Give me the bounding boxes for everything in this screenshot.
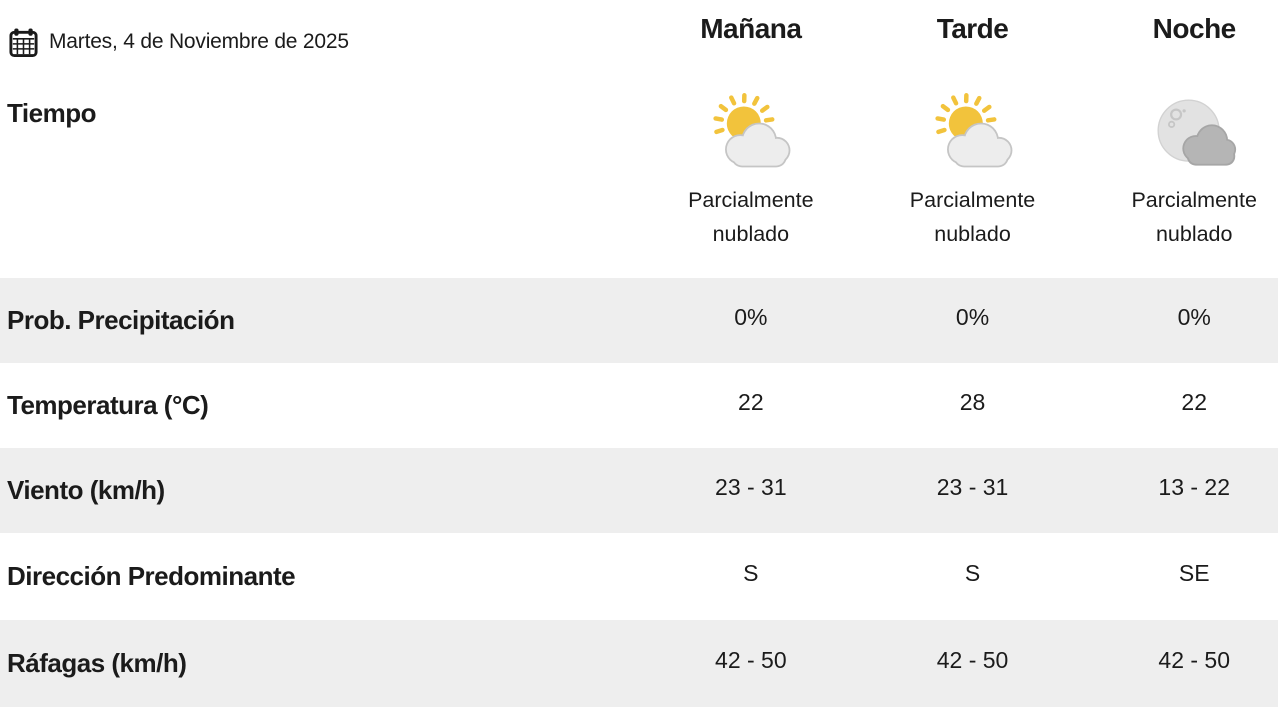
partly-cloudy-day-icon — [713, 93, 791, 168]
row-temperature: Temperatura (°C) 22 28 22 — [0, 363, 1278, 448]
cell-value: 22 — [738, 389, 764, 415]
column-header-manana: Mañana — [700, 13, 802, 44]
cell-value: 42 - 50 — [715, 647, 787, 673]
row-precipitation: Prob. Precipitación 0% 0% 0% — [0, 278, 1278, 363]
row-label: Viento (km/h) — [7, 475, 165, 505]
date-cell: Martes, 4 de Noviembre de 2025 — [0, 0, 640, 70]
weather-cell-noche: Parcialmente nublado — [1083, 70, 1278, 278]
weather-cell-manana: Parcialmente nublado — [640, 70, 862, 278]
column-header-tarde: Tarde — [936, 13, 1009, 44]
cell-value: 0% — [734, 304, 768, 330]
partly-cloudy-night-icon — [1157, 99, 1237, 166]
cell-value: 23 - 31 — [936, 474, 1009, 500]
condition-label: Parcialmente nublado — [688, 188, 814, 246]
cell-value: 0% — [1177, 304, 1211, 330]
cell-value: 42 - 50 — [1158, 647, 1231, 673]
row-label: Ráfagas (km/h) — [7, 648, 187, 678]
row-wind: Viento (km/h) 23 - 31 23 - 31 13 - 22 — [0, 448, 1278, 533]
cell-value: 13 - 22 — [1158, 474, 1231, 500]
row-gusts: Ráfagas (km/h) 42 - 50 42 - 50 42 - 50 — [0, 620, 1278, 707]
cell-value: S — [964, 560, 981, 586]
row-label-tiempo: Tiempo — [7, 98, 96, 128]
condition-label: Parcialmente nublado — [909, 188, 1036, 246]
weather-cell-tarde: Parcialmente nublado — [862, 70, 1084, 278]
calendar-icon — [9, 27, 38, 57]
cell-value: 28 — [959, 389, 986, 415]
cell-value: 42 - 50 — [936, 647, 1009, 673]
partly-cloudy-day-icon — [934, 93, 1012, 168]
row-label: Dirección Predominante — [7, 561, 296, 591]
row-label: Prob. Precipitación — [7, 305, 235, 335]
column-header-noche: Noche — [1152, 13, 1237, 44]
row-wind-direction: Dirección Predominante S S SE — [0, 533, 1278, 620]
cell-value: SE — [1178, 560, 1210, 586]
header-row: Martes, 4 de Noviembre de 2025 Mañana Ta… — [0, 0, 1278, 70]
date-label: Martes, 4 de Noviembre de 2025 — [49, 30, 349, 53]
cell-value: S — [743, 560, 759, 586]
cell-value: 0% — [955, 304, 990, 330]
cell-value: 22 — [1181, 389, 1208, 415]
condition-label: Parcialmente nublado — [1131, 188, 1257, 246]
row-label: Temperatura (°C) — [7, 390, 209, 420]
weather-row: Tiempo — [0, 70, 1278, 278]
cell-value: 23 - 31 — [715, 474, 787, 500]
